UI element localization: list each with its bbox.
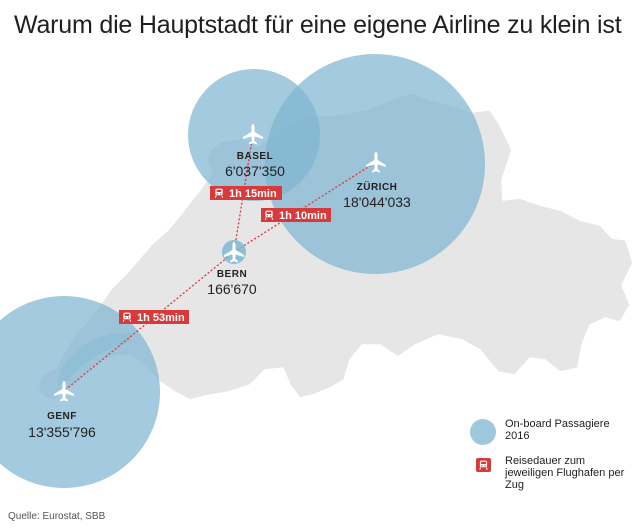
city-name-basel: BASEL <box>237 151 273 162</box>
legend-bubble-swatch <box>470 419 496 445</box>
airport-bern: BERN 166'670 <box>207 240 257 297</box>
city-value-bern: 166'670 <box>207 281 257 297</box>
city-value-genf: 13'355'796 <box>28 424 96 440</box>
airport-zuerich: ZÜRICH 18'044'033 <box>343 152 411 210</box>
city-value-zuerich: 18'044'033 <box>343 194 411 210</box>
page-title: Warum die Hauptstadt für eine eigene Air… <box>14 11 622 39</box>
badge-text-bern-zuerich: 1h 10min <box>279 210 327 222</box>
train-icon <box>476 458 491 472</box>
badge-bern-zuerich: 1h 10min <box>261 208 331 222</box>
bubble-genf <box>0 296 160 488</box>
city-name-genf: GENF <box>47 411 77 422</box>
legend-bubble-label: On-board Passagiere 2016 <box>505 418 610 442</box>
train-icon <box>211 186 227 200</box>
badge-bern-basel: 1h 15min <box>210 186 282 200</box>
badge-text-bern-basel: 1h 15min <box>229 188 277 200</box>
train-icon <box>261 208 277 222</box>
airport-genf: GENF 13'355'796 <box>28 381 96 440</box>
badge-bern-genf: 1h 53min <box>119 310 189 324</box>
train-icon <box>119 310 135 324</box>
city-value-basel: 6'037'350 <box>225 163 285 179</box>
badge-text-bern-genf: 1h 53min <box>137 312 185 324</box>
airport-basel: BASEL 6'037'350 <box>225 124 285 179</box>
source-note: Quelle: Eurostat, SBB <box>8 511 106 522</box>
legend-train-label: Reisedauer zum jeweiligen Flughafen per … <box>505 455 625 491</box>
route-bern-zuerich <box>233 161 377 253</box>
city-name-bern: BERN <box>217 269 247 280</box>
city-name-zuerich: ZÜRICH <box>357 180 398 193</box>
